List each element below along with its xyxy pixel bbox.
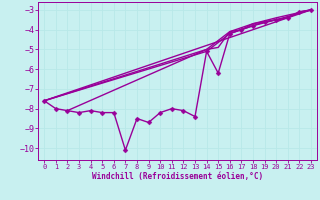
X-axis label: Windchill (Refroidissement éolien,°C): Windchill (Refroidissement éolien,°C) bbox=[92, 172, 263, 181]
